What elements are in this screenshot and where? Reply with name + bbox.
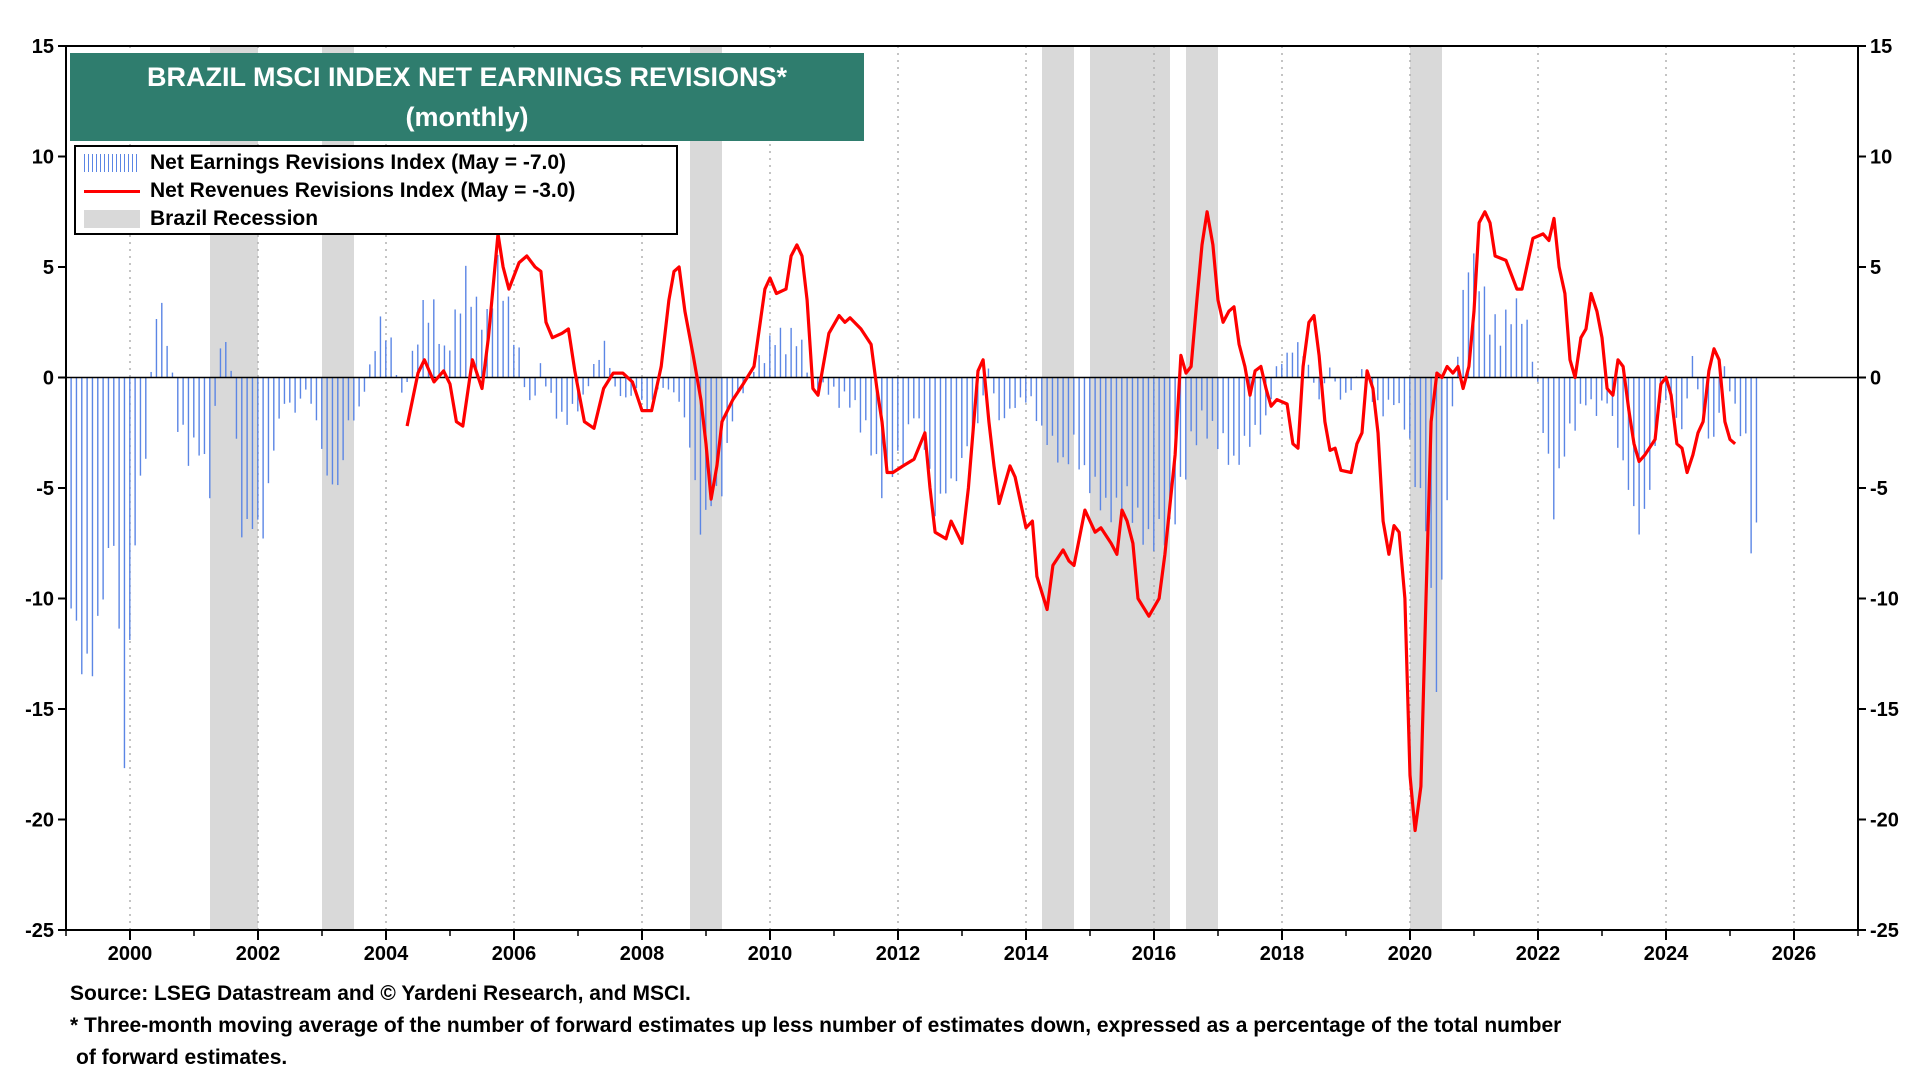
xtick-label-9: 2018 xyxy=(1260,943,1305,965)
revenues-series-line xyxy=(405,210,1737,833)
legend-label-earnings: Net Earnings Revisions Index (May = -7.0… xyxy=(150,151,567,174)
ytick-right-label-0: 15 xyxy=(1870,36,1892,58)
ytick-right-label-1: 10 xyxy=(1870,147,1892,169)
xtick-label-12: 2024 xyxy=(1644,943,1689,965)
revenues-line xyxy=(405,210,1737,833)
chart-title: BRAZIL MSCI INDEX NET EARNINGS REVISIONS… xyxy=(146,62,788,92)
recession-band-4 xyxy=(1090,46,1170,930)
chart-subtitle: (monthly) xyxy=(405,102,529,132)
legend-label-recession: Brazil Recession xyxy=(150,207,319,230)
xtick-label-3: 2006 xyxy=(492,943,537,965)
ytick-right-label-6: -15 xyxy=(1870,699,1899,721)
xtick-label-6: 2012 xyxy=(876,943,921,965)
y-axis-right: 15 10 5 0 -5 -10 -15 -20 -25 xyxy=(1858,36,1899,942)
legend-item-recession: Brazil Recession xyxy=(84,205,318,233)
legend-item-revenues: Net Revenues Revisions Index (May = -3.0… xyxy=(84,177,575,205)
xtick-label-4: 2008 xyxy=(620,943,665,965)
xtick-label-1: 2002 xyxy=(236,943,281,965)
ytick-left-label-2: 5 xyxy=(43,257,54,279)
recession-band-5 xyxy=(1186,46,1218,930)
ytick-right-label-5: -10 xyxy=(1870,589,1899,611)
ytick-left-label-7: -20 xyxy=(25,810,54,832)
ytick-left-label-0: 15 xyxy=(32,36,54,58)
x-axis: 2000 2002 2004 2006 2008 2010 2012 2014 2016 2018… xyxy=(65,930,1859,965)
legend-item-earnings: Net Earnings Revisions Index (May = -7.0… xyxy=(84,149,566,177)
ytick-right-label-3: 0 xyxy=(1870,368,1881,390)
xtick-label-13: 2026 xyxy=(1772,943,1817,965)
chart-title-box: BRAZIL MSCI INDEX NET EARNINGS REVISIONS… xyxy=(70,53,864,141)
xtick-label-8: 2016 xyxy=(1132,943,1177,965)
xtick-label-10: 2020 xyxy=(1388,943,1433,965)
legend: Net Earnings Revisions Index (May = -7.0… xyxy=(74,145,678,235)
ytick-right-label-8: -25 xyxy=(1870,920,1899,942)
ytick-right-label-2: 5 xyxy=(1870,257,1881,279)
recession-band-3 xyxy=(1042,46,1074,930)
ytick-left-label-3: 0 xyxy=(43,368,54,390)
footnote-line-2: of forward estimates. xyxy=(76,1046,288,1069)
legend-recession-swatch xyxy=(84,210,140,228)
ytick-right-label-4: -5 xyxy=(1870,478,1888,500)
ytick-left-label-5: -10 xyxy=(25,589,54,611)
legend-line-swatch xyxy=(84,181,140,201)
legend-bars-swatch xyxy=(84,154,140,172)
y-axis-left: 15 10 5 0 -5 -10 -15 -20 -25 xyxy=(25,36,66,942)
legend-label-revenues: Net Revenues Revisions Index (May = -3.0… xyxy=(150,179,576,202)
ytick-right-label-7: -20 xyxy=(1870,810,1899,832)
ytick-left-label-8: -25 xyxy=(25,920,54,942)
ytick-left-label-4: -5 xyxy=(36,478,54,500)
xtick-label-5: 2010 xyxy=(748,943,793,965)
xtick-label-11: 2022 xyxy=(1516,943,1561,965)
xtick-label-2: 2004 xyxy=(364,943,409,965)
xtick-label-7: 2014 xyxy=(1004,943,1049,965)
source-note: Source: LSEG Datastream and © Yardeni Re… xyxy=(70,982,691,1005)
ytick-left-label-1: 10 xyxy=(32,147,54,169)
xtick-label-0: 2000 xyxy=(108,943,153,965)
ytick-left-label-6: -15 xyxy=(25,699,54,721)
footnote-line-1: * Three-month moving average of the numb… xyxy=(70,1014,1562,1037)
